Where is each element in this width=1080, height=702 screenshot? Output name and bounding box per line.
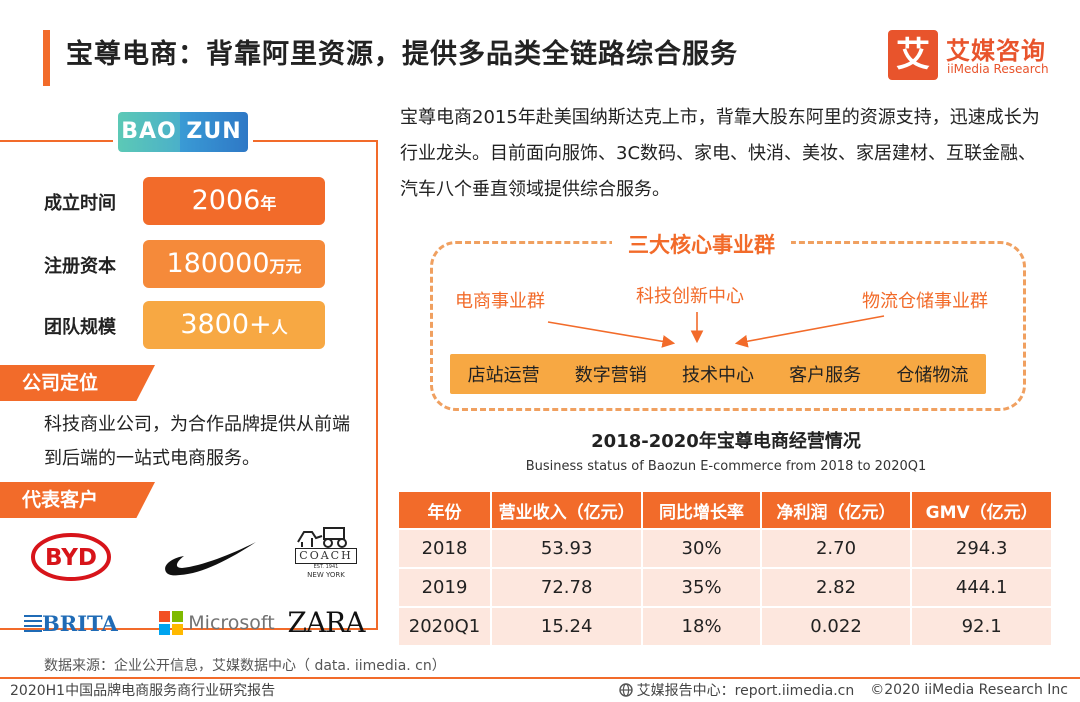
cell-profit: 0.022 (761, 608, 911, 645)
fact-value-founded: 2006年 (143, 177, 325, 225)
brand-mark: 艾 (888, 30, 938, 80)
cell-growth: 30% (643, 530, 760, 567)
microsoft-text: Microsoft (188, 612, 275, 634)
arrow-logistics (734, 315, 885, 348)
core-groups-title: 三大核心事业群 (612, 229, 791, 259)
footer-divider (0, 677, 1080, 679)
zara-text: ZARA (287, 605, 366, 639)
col-header-revenue: 营业收入（亿元） (492, 492, 642, 528)
fact-label-team: 团队规模 (44, 317, 116, 338)
table-row: 2020Q1 15.24 18% 0.022 92.1 (399, 608, 1051, 645)
cell-growth: 35% (643, 569, 760, 606)
fact-number: 2006 (191, 185, 261, 216)
brita-lines-icon (24, 615, 42, 632)
cell-year: 2019 (399, 569, 491, 606)
coach-carriage-icon (297, 527, 347, 548)
table-header-row: 年份 营业收入（亿元） 同比增长率 净利润（亿元） GMV（亿元） (399, 492, 1051, 528)
microsoft-windows-icon (159, 611, 184, 635)
positioning-text: 科技商业公司，为合作品牌提供从前端到后端的一站式电商服务。 (44, 414, 350, 469)
col-header-growth: 同比增长率 (643, 492, 760, 528)
fact-unit: 万元 (269, 257, 302, 276)
fact-number: 180000 (166, 248, 270, 279)
byd-logo: BYD (30, 532, 112, 582)
intro-paragraph: 宝尊电商2015年赴美国纳斯达克上市，背靠大股东阿里的资源支持，迅速成长为行业龙… (400, 107, 1040, 200)
fact-unit: 年 (260, 194, 277, 213)
cell-profit: 2.82 (761, 569, 911, 606)
baozun-logo: BAO ZUN (113, 110, 253, 154)
brand-name-en: iiMedia Research (947, 62, 1049, 76)
arrow-ecommerce (547, 321, 676, 348)
report-center-link[interactable]: 艾媒报告中心：report.iimedia.cn (636, 683, 855, 699)
coach-logo: COACH EST. 1941 NEW YORK (286, 522, 366, 582)
brita-text: BRITA (42, 610, 118, 636)
col-header-gmv: GMV（亿元） (912, 492, 1051, 528)
col-header-profit: 净利润（亿元） (761, 492, 911, 528)
iimedia-logo: 艾 艾媒咨询 iiMedia Research (888, 30, 1063, 82)
col-header-year: 年份 (399, 492, 491, 528)
cell-revenue: 15.24 (492, 608, 642, 645)
service-item: 店站运营 (467, 365, 540, 386)
zara-logo: ZARA (286, 604, 366, 640)
service-item: 客户服务 (789, 365, 862, 386)
globe-icon (618, 683, 633, 697)
cell-gmv: 444.1 (912, 569, 1051, 606)
coach-est: EST. 1941 (313, 564, 339, 570)
cell-year: 2020Q1 (399, 608, 491, 645)
table-row: 2018 53.93 30% 2.70 294.3 (399, 530, 1051, 567)
cell-revenue: 53.93 (492, 530, 642, 567)
byd-text: BYD (45, 545, 97, 571)
cell-growth: 18% (643, 608, 760, 645)
table-row: 2019 72.78 35% 2.82 444.1 (399, 569, 1051, 606)
core-group-logistics: 物流仓储事业群 (862, 291, 988, 312)
cell-profit: 2.70 (761, 530, 911, 567)
table-subtitle: Business status of Baozun E-commerce fro… (525, 459, 927, 474)
coach-text: COACH (295, 548, 357, 564)
core-services-bar: 店站运营 数字营销 技术中心 客户服务 仓储物流 (450, 354, 986, 394)
service-item: 数字营销 (574, 365, 647, 386)
nike-swoosh-icon (165, 542, 256, 576)
table-title: 2018-2020年宝尊电商经营情况 (591, 431, 861, 452)
data-source: 数据来源：企业公开信息，艾媒数据中心（ data. iimedia. cn） (44, 658, 446, 674)
report-name: 2020H1中国品牌电商服务商行业研究报告 (10, 683, 276, 699)
cell-revenue: 72.78 (492, 569, 642, 606)
cell-gmv: 294.3 (912, 530, 1051, 567)
copyright: ©2020 iiMedia Research Inc (870, 682, 1068, 698)
fact-value-team: 3800+人 (143, 301, 325, 349)
fact-unit: 人 (271, 318, 288, 337)
coach-city: NEW YORK (307, 571, 345, 579)
page-title: 宝尊电商：背靠阿里资源，提供多品类全链路综合服务 (66, 39, 738, 70)
brand-name-cn: 艾媒咨询 (946, 37, 1046, 65)
operations-table: 年份 营业收入（亿元） 同比增长率 净利润（亿元） GMV（亿元） 2018 5… (397, 490, 1053, 647)
title-accent-bar (43, 30, 50, 86)
clients-tag: 代表客户 (0, 482, 155, 518)
service-item: 仓储物流 (896, 365, 969, 386)
service-item: 技术中心 (681, 365, 754, 386)
fact-label-founded: 成立时间 (44, 193, 116, 214)
footer-credits: 艾媒报告中心：report.iimedia.cn ©2020 iiMedia R… (618, 680, 1068, 700)
cell-year: 2018 (399, 530, 491, 567)
logo-text-bao: BAO (118, 112, 180, 152)
fact-number: 3800+ (180, 309, 272, 340)
microsoft-logo: Microsoft (158, 608, 276, 638)
core-group-ecommerce: 电商事业群 (455, 291, 545, 312)
nike-logo (162, 538, 258, 578)
logo-text-zun: ZUN (180, 112, 248, 152)
fact-value-capital: 180000万元 (143, 240, 325, 288)
core-group-tech: 科技创新中心 (636, 286, 744, 307)
fact-label-capital: 注册资本 (44, 256, 116, 277)
cell-gmv: 92.1 (912, 608, 1051, 645)
positioning-tag: 公司定位 (0, 365, 155, 401)
brita-logo: BRITA (24, 606, 128, 640)
